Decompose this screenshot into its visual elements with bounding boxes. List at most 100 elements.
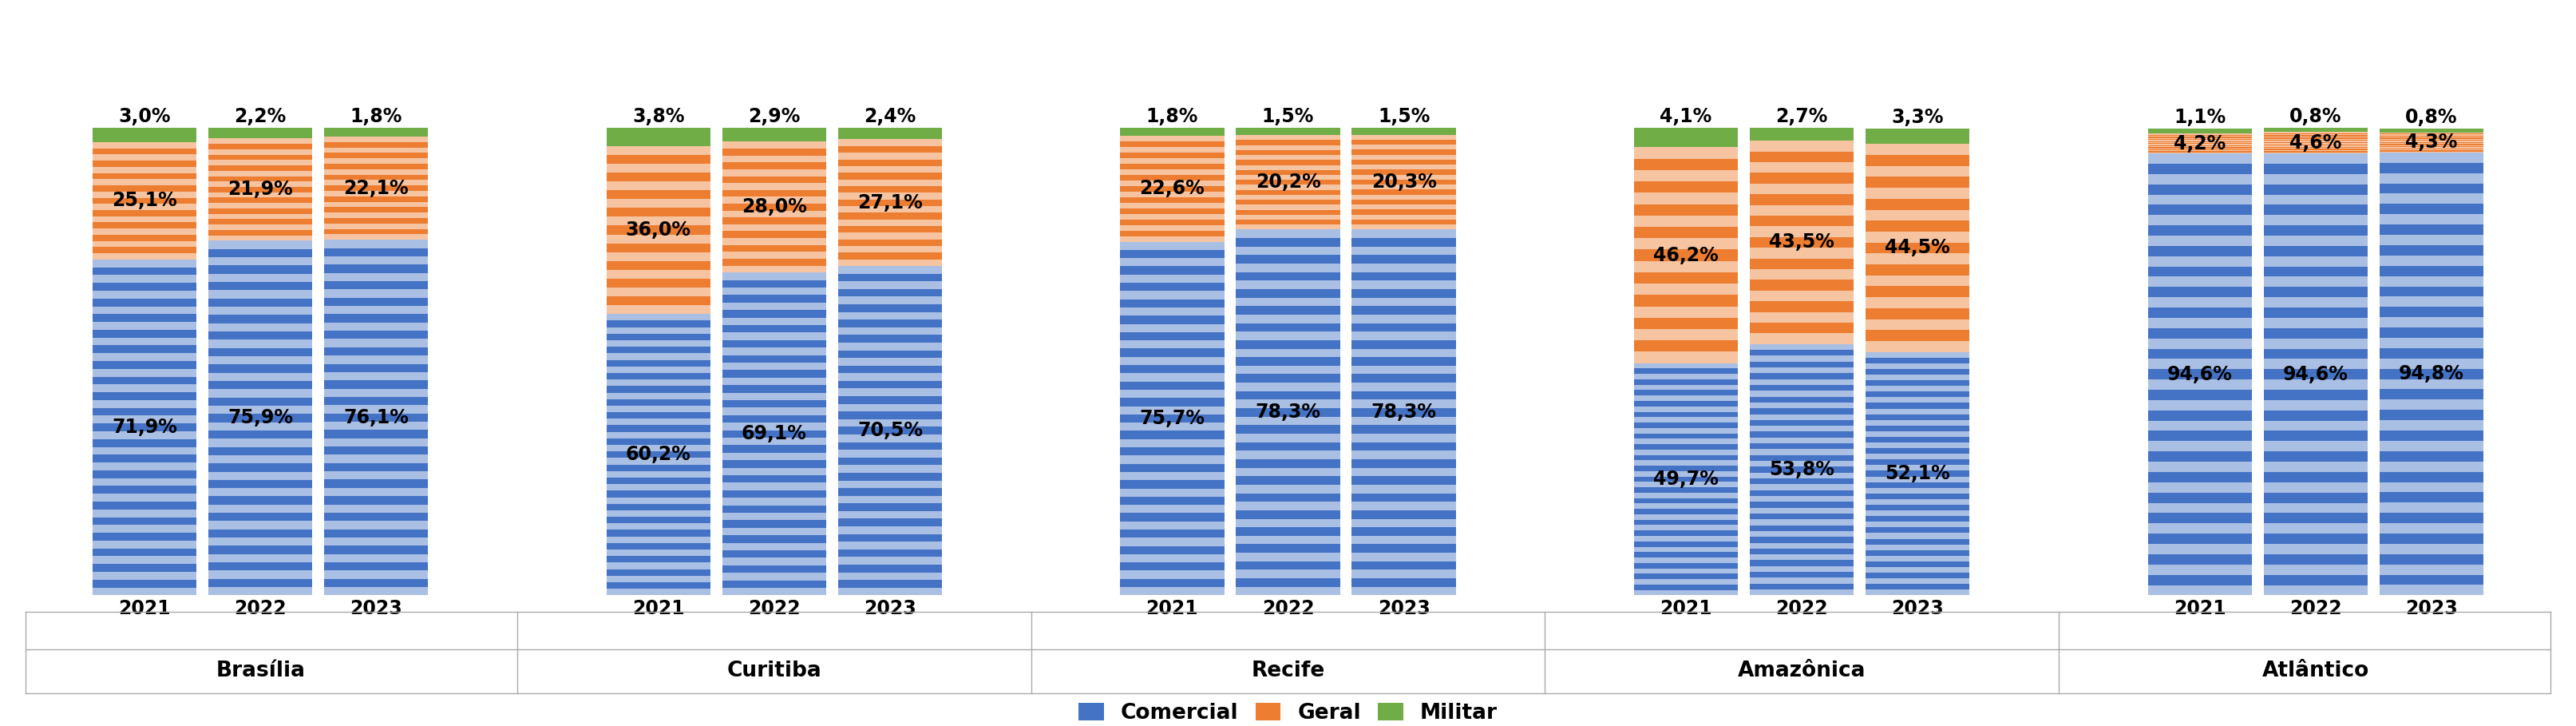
Bar xyxy=(605,432,711,439)
Bar xyxy=(1633,482,1739,487)
Bar xyxy=(93,384,196,392)
Bar xyxy=(2380,173,2483,184)
Bar xyxy=(721,498,827,505)
Bar xyxy=(1352,195,1455,200)
Bar xyxy=(93,416,196,423)
Bar xyxy=(1749,129,1855,141)
Bar xyxy=(837,388,943,396)
Bar xyxy=(209,224,312,230)
Bar xyxy=(721,169,827,176)
Bar xyxy=(1121,192,1224,197)
Bar xyxy=(93,259,196,595)
Bar xyxy=(325,240,428,248)
Bar xyxy=(1352,400,1455,408)
Bar xyxy=(1236,468,1340,476)
Text: 3,8%: 3,8% xyxy=(631,107,685,126)
Bar xyxy=(325,169,428,174)
Bar xyxy=(2380,145,2483,146)
Text: 1,1%: 1,1% xyxy=(2174,107,2226,127)
Bar xyxy=(93,155,196,160)
Bar xyxy=(1749,269,1855,280)
Bar xyxy=(605,589,711,595)
Bar xyxy=(1121,181,1224,186)
Bar xyxy=(1236,383,1340,391)
Bar xyxy=(837,373,943,381)
Bar xyxy=(2380,482,2483,492)
Bar xyxy=(721,558,827,566)
Bar xyxy=(1352,224,1455,229)
Bar xyxy=(837,152,943,159)
Bar xyxy=(1352,264,1455,272)
Bar xyxy=(1236,536,1340,544)
Bar xyxy=(721,303,827,310)
Bar xyxy=(2264,462,2367,472)
Bar xyxy=(2264,147,2367,149)
Bar xyxy=(209,406,312,414)
Bar xyxy=(209,323,312,332)
Bar xyxy=(1121,274,1224,283)
Bar xyxy=(1749,248,1855,258)
Bar xyxy=(1236,519,1340,527)
Bar xyxy=(1121,587,1224,595)
Bar xyxy=(2148,142,2251,143)
Text: 2,9%: 2,9% xyxy=(747,107,801,126)
Bar xyxy=(837,572,943,580)
Bar xyxy=(1236,224,1340,229)
Bar xyxy=(209,306,312,315)
Bar xyxy=(325,505,428,513)
Bar xyxy=(2148,150,2251,151)
Bar xyxy=(1633,192,1739,204)
Bar xyxy=(1865,590,1971,595)
Bar xyxy=(1121,554,1224,563)
Bar xyxy=(2148,148,2251,150)
Bar xyxy=(837,246,943,253)
Bar xyxy=(1865,129,1971,144)
Bar xyxy=(1749,531,1855,537)
Bar xyxy=(93,322,196,330)
Bar xyxy=(1865,488,1971,494)
Bar xyxy=(2380,152,2483,163)
Bar xyxy=(605,497,711,504)
Bar xyxy=(93,142,196,259)
Bar xyxy=(2148,174,2251,184)
Bar xyxy=(325,129,428,136)
Bar xyxy=(1749,578,1855,584)
Bar xyxy=(1236,552,1340,561)
Bar xyxy=(2380,234,2483,245)
Bar xyxy=(2264,565,2367,575)
Bar xyxy=(209,587,312,595)
Bar xyxy=(1121,203,1224,208)
Bar xyxy=(2264,585,2367,595)
Bar xyxy=(837,281,943,289)
Bar xyxy=(2148,136,2251,137)
Bar xyxy=(209,372,312,381)
Bar xyxy=(1236,185,1340,189)
Bar xyxy=(2380,134,2483,136)
Bar xyxy=(1121,324,1224,332)
Bar xyxy=(93,494,196,502)
Bar xyxy=(1865,442,1971,448)
Bar xyxy=(721,453,827,460)
Bar xyxy=(1633,363,1739,369)
Bar xyxy=(721,272,827,280)
Bar xyxy=(93,447,196,454)
Bar xyxy=(2148,585,2251,595)
Text: Recife: Recife xyxy=(1252,661,1324,682)
Bar xyxy=(721,438,827,445)
Bar xyxy=(837,192,943,200)
Bar xyxy=(2264,215,2367,225)
Bar xyxy=(325,571,428,579)
Bar xyxy=(605,182,711,190)
Bar xyxy=(1352,135,1455,139)
Bar xyxy=(1749,184,1855,195)
Bar xyxy=(1121,291,1224,299)
Bar xyxy=(1352,502,1455,510)
Bar xyxy=(1749,312,1855,322)
Bar xyxy=(93,290,196,298)
Bar xyxy=(1749,344,1855,350)
Text: 75,7%: 75,7% xyxy=(1139,409,1206,428)
Bar xyxy=(2380,564,2483,575)
Bar xyxy=(1633,579,1739,584)
Bar xyxy=(93,241,196,247)
Bar xyxy=(93,259,196,267)
